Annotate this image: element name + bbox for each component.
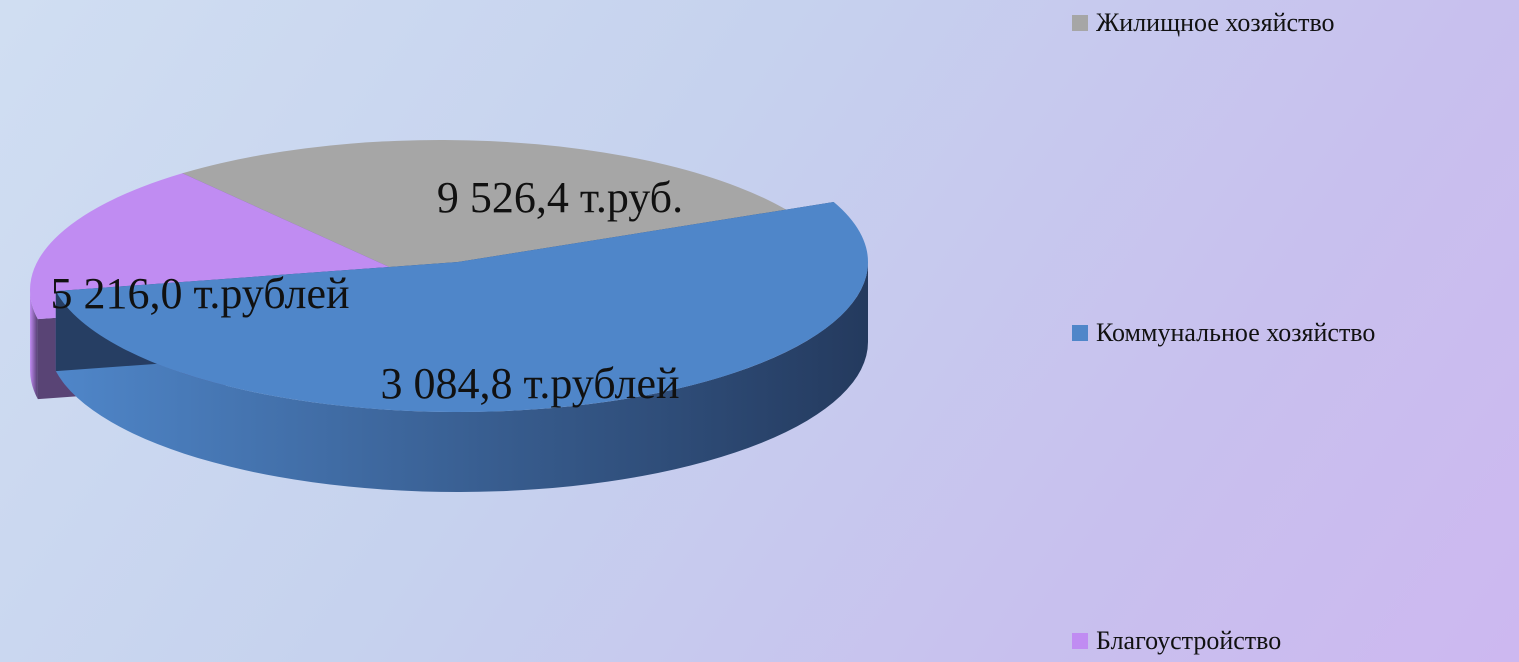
legend-item-landscaping: Благоустройство xyxy=(1072,626,1512,656)
data-label-utilities: 9 526,4 т.руб. xyxy=(437,173,683,222)
legend-swatch-utilities xyxy=(1072,325,1088,341)
legend-label-utilities: Коммунальное хозяйство xyxy=(1096,318,1376,347)
legend-swatch-landscaping xyxy=(1072,633,1088,649)
legend-label-landscaping: Благоустройство xyxy=(1096,626,1282,655)
data-label-landscaping: 3 084,8 т.рублей xyxy=(380,359,679,408)
legend-swatch-housing xyxy=(1072,15,1088,31)
legend-label-housing: Жилищное хозяйство xyxy=(1096,8,1335,37)
pie-chart: 5 216,0 т.рублей 9 526,4 т.руб. 3 084,8 т.… xyxy=(29,139,869,492)
pie-slice-side-landscaping xyxy=(30,290,38,400)
pie-slice-side-utilities xyxy=(55,262,868,492)
legend-item-utilities: Коммунальное хозяйство xyxy=(1072,318,1512,348)
pie-slice-top-utilities xyxy=(55,201,869,413)
data-label-housing: 5 216,0 т.рублей xyxy=(50,269,349,318)
pie-slice-utilities xyxy=(55,201,869,492)
legend-item-housing: Жилищное хозяйство xyxy=(1072,8,1512,38)
